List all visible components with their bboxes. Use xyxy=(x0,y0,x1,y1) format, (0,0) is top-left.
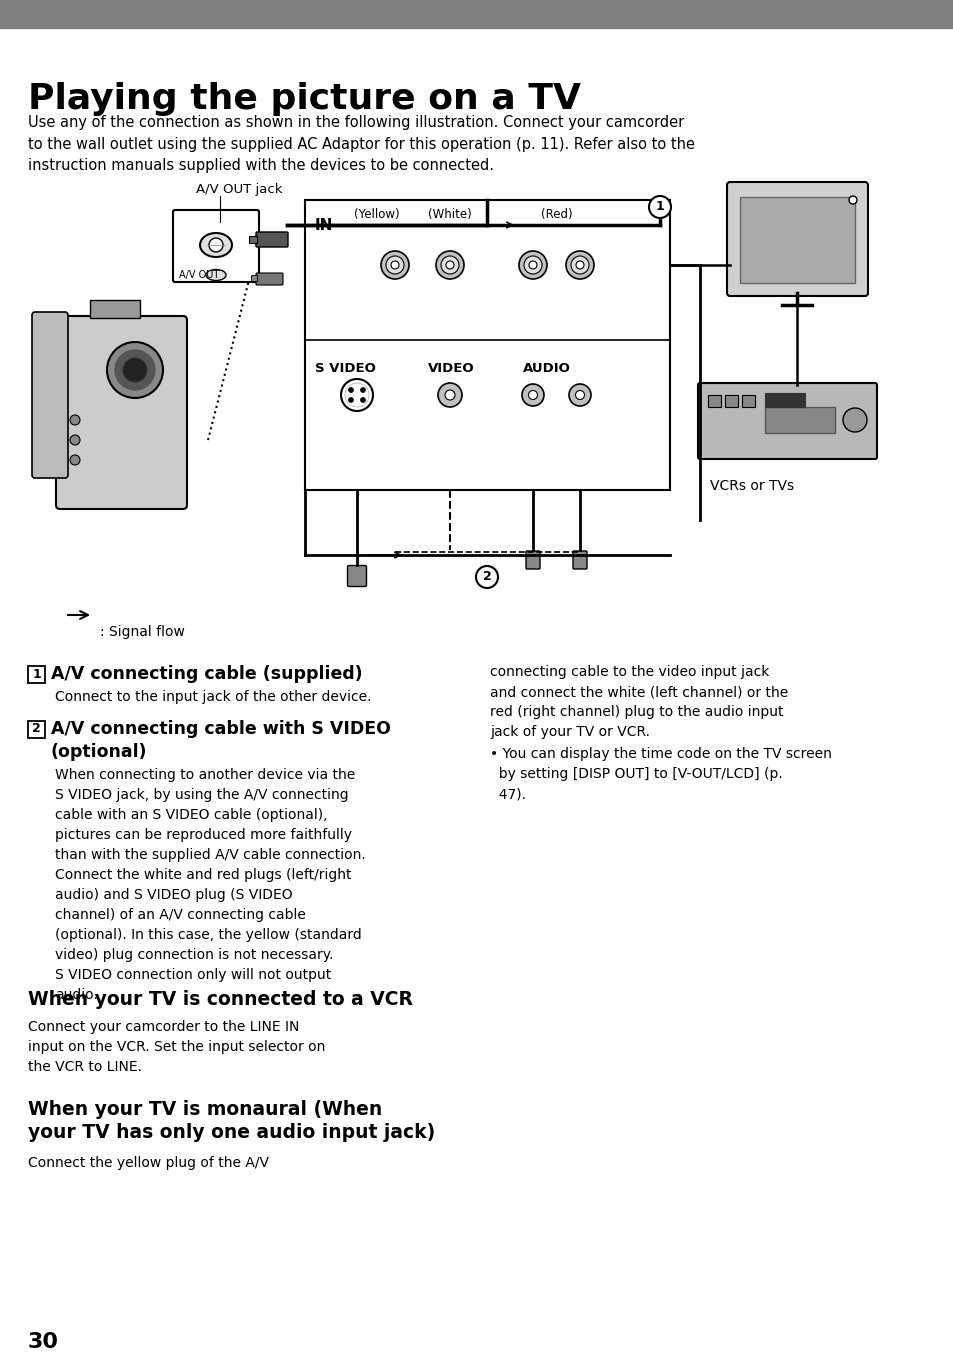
Circle shape xyxy=(446,261,454,269)
Text: Playing the picture on a TV: Playing the picture on a TV xyxy=(28,81,580,115)
Circle shape xyxy=(648,195,670,218)
FancyBboxPatch shape xyxy=(726,182,867,296)
Circle shape xyxy=(348,388,354,392)
Circle shape xyxy=(345,383,369,407)
Text: When your TV is connected to a VCR: When your TV is connected to a VCR xyxy=(28,991,413,1010)
Bar xyxy=(305,199,669,490)
Bar xyxy=(28,721,45,738)
Circle shape xyxy=(848,195,856,204)
Bar xyxy=(724,395,738,407)
Circle shape xyxy=(209,237,223,252)
FancyBboxPatch shape xyxy=(172,210,258,282)
Bar xyxy=(741,395,754,407)
Text: 2: 2 xyxy=(482,570,491,584)
Text: Connect the yellow plug of the A/V: Connect the yellow plug of the A/V xyxy=(28,1156,269,1170)
Text: S VIDEO: S VIDEO xyxy=(314,362,375,375)
Bar xyxy=(0,0,953,28)
Text: : Signal flow: : Signal flow xyxy=(100,626,185,639)
Text: When your TV is monaural (When
your TV has only one audio input jack): When your TV is monaural (When your TV h… xyxy=(28,1101,435,1143)
Text: 1: 1 xyxy=(32,668,41,680)
FancyBboxPatch shape xyxy=(255,232,288,247)
Circle shape xyxy=(386,256,403,274)
Text: IN: IN xyxy=(314,218,333,233)
Text: Use any of the connection as shown in the following illustration. Connect your c: Use any of the connection as shown in th… xyxy=(28,115,695,174)
Circle shape xyxy=(528,391,537,399)
Circle shape xyxy=(107,342,163,398)
FancyBboxPatch shape xyxy=(525,551,539,569)
Circle shape xyxy=(518,251,546,280)
Text: (Red): (Red) xyxy=(540,208,572,221)
Circle shape xyxy=(70,455,80,465)
Circle shape xyxy=(436,251,463,280)
Circle shape xyxy=(123,358,147,383)
Circle shape xyxy=(568,384,590,406)
Circle shape xyxy=(576,261,583,269)
Ellipse shape xyxy=(200,233,232,256)
Circle shape xyxy=(70,415,80,425)
Circle shape xyxy=(440,256,458,274)
FancyBboxPatch shape xyxy=(255,273,283,285)
Text: AUDIO: AUDIO xyxy=(522,362,570,375)
Circle shape xyxy=(529,261,537,269)
FancyBboxPatch shape xyxy=(347,566,366,586)
Circle shape xyxy=(571,256,588,274)
Ellipse shape xyxy=(206,270,226,281)
Circle shape xyxy=(476,566,497,588)
Circle shape xyxy=(523,256,541,274)
Text: A/V connecting cable with S VIDEO
(optional): A/V connecting cable with S VIDEO (optio… xyxy=(51,721,391,761)
Circle shape xyxy=(391,261,398,269)
Text: 2: 2 xyxy=(32,722,41,735)
Text: 1: 1 xyxy=(655,201,663,213)
Text: 30: 30 xyxy=(28,1333,59,1352)
Bar xyxy=(740,197,854,284)
Circle shape xyxy=(115,350,154,389)
Circle shape xyxy=(380,251,409,280)
Circle shape xyxy=(575,391,584,399)
Bar xyxy=(764,407,834,433)
Text: Connect to the input jack of the other device.: Connect to the input jack of the other d… xyxy=(55,689,371,704)
Text: VIDEO: VIDEO xyxy=(428,362,475,375)
Bar xyxy=(249,236,256,243)
Text: (White): (White) xyxy=(428,208,472,221)
FancyBboxPatch shape xyxy=(698,383,876,459)
Circle shape xyxy=(360,388,365,392)
Circle shape xyxy=(340,379,373,411)
Circle shape xyxy=(842,408,866,432)
Circle shape xyxy=(437,383,461,407)
Bar xyxy=(90,300,140,318)
Text: A/V OUT jack: A/V OUT jack xyxy=(195,183,282,195)
FancyBboxPatch shape xyxy=(32,312,68,478)
Bar xyxy=(251,275,256,281)
Bar xyxy=(764,394,804,407)
Text: Connect your camcorder to the LINE IN
input on the VCR. Set the input selector o: Connect your camcorder to the LINE IN in… xyxy=(28,1020,325,1075)
Text: Connect the white and red plugs (left/right
audio) and S VIDEO plug (S VIDEO
cha: Connect the white and red plugs (left/ri… xyxy=(55,868,361,1003)
Circle shape xyxy=(565,251,594,280)
Text: connecting cable to the video input jack
and connect the white (left channel) or: connecting cable to the video input jack… xyxy=(490,665,787,740)
Bar xyxy=(28,666,45,683)
Circle shape xyxy=(348,398,354,403)
Circle shape xyxy=(360,398,365,403)
FancyBboxPatch shape xyxy=(573,551,586,569)
FancyBboxPatch shape xyxy=(56,316,187,509)
Text: A/V OUT: A/V OUT xyxy=(179,270,219,280)
Text: VCRs or TVs: VCRs or TVs xyxy=(709,479,793,493)
Text: (Yellow): (Yellow) xyxy=(354,208,399,221)
Circle shape xyxy=(70,436,80,445)
Text: When connecting to another device via the
S VIDEO jack, by using the A/V connect: When connecting to another device via th… xyxy=(55,768,365,862)
Text: • You can display the time code on the TV screen
  by setting [DISP OUT] to [V-O: • You can display the time code on the T… xyxy=(490,746,831,801)
Text: A/V connecting cable (supplied): A/V connecting cable (supplied) xyxy=(51,665,362,683)
Bar xyxy=(707,395,720,407)
Circle shape xyxy=(444,389,455,400)
Circle shape xyxy=(521,384,543,406)
